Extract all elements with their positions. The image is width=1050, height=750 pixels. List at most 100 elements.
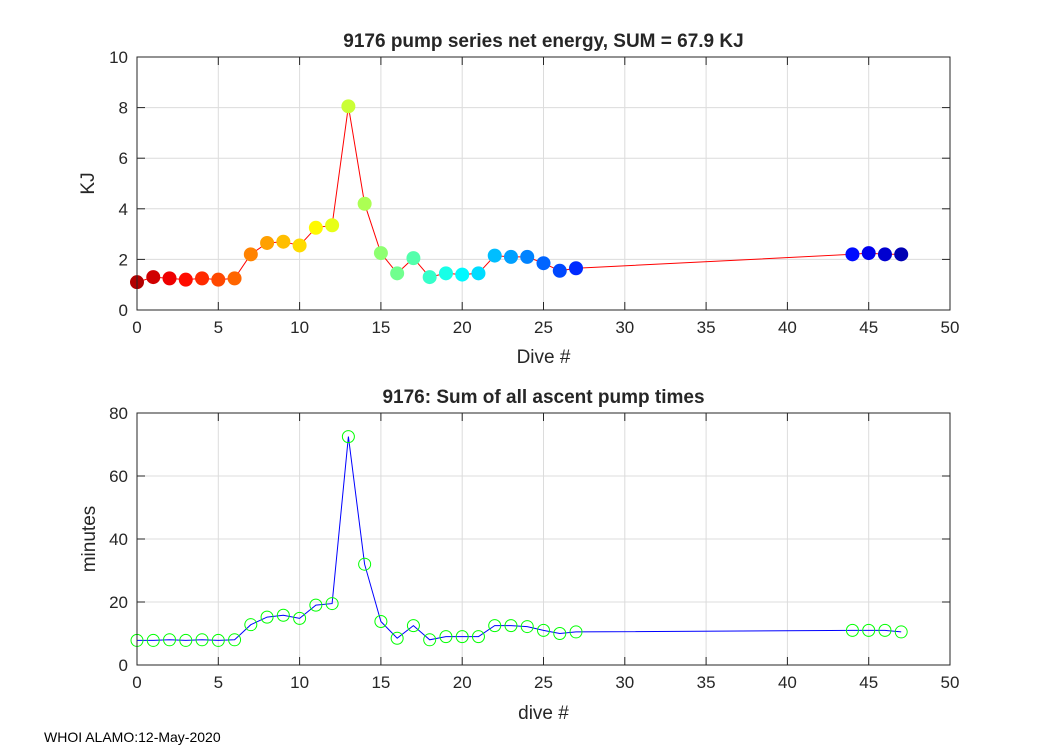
pump-data-point (260, 610, 274, 624)
pump-data-point (341, 430, 355, 444)
pump-x-tick-label: 45 (859, 673, 878, 692)
pump-data-point (878, 623, 892, 637)
energy-data-point (276, 234, 291, 249)
pump-series (130, 430, 908, 647)
energy-y-tick-label: 2 (119, 250, 128, 269)
energy-data-point (471, 266, 486, 281)
energy-data-point (146, 270, 161, 285)
energy-data-point (178, 272, 193, 287)
pump-x-label: dive # (518, 703, 569, 724)
energy-data-point (292, 238, 307, 253)
pump-x-tick-label: 35 (697, 673, 716, 692)
pump-data-point (358, 557, 372, 571)
energy-x-tick-label: 45 (859, 318, 878, 337)
energy-data-point (357, 196, 372, 211)
pump-time-chart: 0 5 10 15 20 25 30 35 40 45 50 0 20 40 60 80 9176: Sum … (79, 387, 959, 724)
energy-data-point (390, 266, 405, 281)
pump-data-point (163, 633, 177, 647)
pump-data-point (195, 633, 209, 647)
pump-data-point (276, 608, 290, 622)
pump-data-point (471, 630, 485, 644)
energy-y-tick-label: 10 (109, 48, 128, 67)
energy-x-tick-label: 25 (534, 318, 553, 337)
energy-data-point (243, 247, 258, 262)
pump-data-point (390, 631, 404, 645)
footer-credit: WHOI ALAMO:12-May-2020 (44, 729, 221, 745)
energy-x-tick-label: 20 (453, 318, 472, 337)
energy-series (130, 99, 909, 290)
energy-data-point (227, 271, 242, 286)
pump-data-point (488, 619, 502, 633)
energy-data-point (406, 251, 421, 266)
energy-x-label: Dive # (517, 347, 571, 368)
pump-y-label: minutes (79, 506, 100, 573)
energy-y-tick-label: 0 (119, 301, 128, 320)
pump-x-tick-label: 0 (132, 673, 141, 692)
pump-data-point (179, 633, 193, 647)
energy-data-point (536, 256, 551, 271)
energy-data-point (211, 272, 226, 287)
energy-data-point (308, 220, 323, 235)
pump-data-point (845, 623, 859, 637)
energy-data-point (373, 246, 388, 261)
energy-y-tick-label: 4 (119, 200, 128, 219)
energy-data-point (162, 271, 177, 286)
pump-data-point (146, 633, 160, 647)
energy-data-point (260, 235, 275, 250)
energy-x-tick-label: 35 (697, 318, 716, 337)
pump-x-tick-label: 30 (615, 673, 634, 692)
pump-data-point (228, 633, 242, 647)
energy-ticks: 0 5 10 15 20 25 30 35 40 45 50 0 2 4 6 8 10 (109, 48, 959, 337)
pump-data-point (569, 625, 583, 639)
pump-data-point (374, 615, 388, 629)
energy-x-tick-label: 30 (615, 318, 634, 337)
pump-x-tick-label: 20 (453, 673, 472, 692)
pump-x-tick-label: 5 (214, 673, 223, 692)
pump-data-point (537, 623, 550, 637)
energy-x-tick-label: 15 (371, 318, 390, 337)
pump-data-point (455, 630, 469, 644)
pump-series-line (137, 436, 902, 641)
energy-data-point (195, 271, 210, 286)
pump-ticks: 0 5 10 15 20 25 30 35 40 45 50 0 20 40 60 80 (109, 404, 959, 692)
pump-y-tick-label: 0 (119, 656, 128, 675)
pump-y-tick-label: 80 (109, 404, 128, 423)
pump-y-tick-label: 40 (109, 530, 128, 549)
energy-data-point (503, 249, 518, 264)
energy-x-tick-label: 50 (941, 318, 960, 337)
pump-x-tick-label: 40 (778, 673, 797, 692)
energy-data-point (438, 266, 453, 281)
energy-data-point (341, 99, 356, 114)
pump-data-point (406, 619, 420, 633)
energy-data-point (894, 247, 909, 262)
pump-data-point (423, 633, 437, 647)
pump-data-point (553, 627, 567, 640)
energy-chart-title: 9176 pump series net energy, SUM = 67.9 … (343, 31, 743, 52)
pump-data-point (293, 611, 307, 625)
pump-data-point (211, 633, 225, 647)
pump-data-point (244, 618, 258, 632)
pump-data-point (862, 623, 876, 637)
energy-y-tick-label: 6 (119, 149, 128, 168)
energy-data-point (877, 247, 892, 262)
energy-y-label: KJ (78, 172, 99, 194)
energy-data-point (520, 249, 535, 264)
pump-x-tick-label: 15 (371, 673, 390, 692)
pump-data-point (520, 620, 534, 634)
energy-data-point (422, 270, 437, 285)
pump-data-point (439, 630, 453, 644)
energy-data-point (845, 247, 860, 262)
pump-chart-title: 9176: Sum of all ascent pump times (382, 387, 704, 408)
energy-data-point (487, 248, 502, 263)
energy-x-tick-label: 10 (290, 318, 309, 337)
pump-x-tick-label: 25 (534, 673, 553, 692)
pump-data-point (325, 597, 339, 611)
energy-x-tick-label: 0 (132, 318, 141, 337)
pump-data-point (504, 619, 518, 633)
pump-y-tick-label: 60 (109, 467, 128, 486)
energy-data-point (325, 218, 340, 233)
energy-x-tick-label: 40 (778, 318, 797, 337)
pump-y-tick-label: 20 (109, 593, 128, 612)
pump-data-point (309, 598, 323, 612)
